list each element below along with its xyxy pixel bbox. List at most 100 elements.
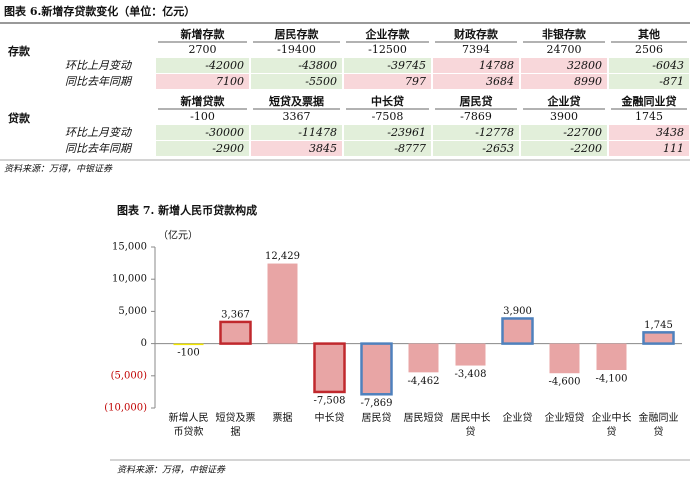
y-tick-label: (10,000) <box>104 403 147 414</box>
value-label: -7,869 <box>360 398 392 409</box>
cell-bg <box>344 74 431 89</box>
row-label: 环比上月变动 <box>65 126 133 139</box>
value-label: -7,508 <box>313 395 345 406</box>
cell: 2700 <box>189 43 217 56</box>
bar <box>360 342 393 396</box>
y-tick-label: 0 <box>141 338 147 349</box>
table-title: 图表 6.新增存贷款变化（单位：亿元） <box>4 4 195 18</box>
x-tick-label: 中长贷 <box>315 411 345 424</box>
value-label: -100 <box>177 348 199 359</box>
cell: 3684 <box>486 75 514 88</box>
label-line: 贷 <box>607 425 617 438</box>
cell-bg <box>609 74 689 89</box>
cell: -2900 <box>212 142 244 155</box>
cell: -100 <box>190 110 215 123</box>
bar <box>455 343 486 366</box>
cell: -7508 <box>372 110 404 123</box>
cell: -8777 <box>394 142 426 155</box>
cell-bg <box>521 125 607 140</box>
bar <box>313 342 346 394</box>
cell-bg <box>156 58 249 73</box>
cell-bg <box>251 58 342 73</box>
column-header: 中长贷 <box>371 94 404 108</box>
cell: -2200 <box>570 142 602 155</box>
label-line: 贷 <box>466 425 476 438</box>
label-line: 票据 <box>273 411 293 424</box>
x-tick-label: 企业贷 <box>503 411 533 424</box>
cell-bg <box>433 74 519 89</box>
chart-source: 资料来源：万得，中银证券 <box>117 465 226 476</box>
x-tick-label: 居民短贷 <box>404 411 444 424</box>
cell: -12778 <box>475 126 514 139</box>
value-label: 12,429 <box>265 251 300 262</box>
x-tick-label: 金融同业贷 <box>639 411 679 438</box>
cell: 8990 <box>574 75 602 88</box>
label-line: 企业中长 <box>592 411 632 424</box>
x-tick-label: 居民贷 <box>362 411 392 424</box>
y-tick-label: 10,000 <box>112 274 147 285</box>
cell-bg <box>344 125 431 140</box>
label-line: 企业短贷 <box>545 411 585 424</box>
section-label: 贷款 <box>8 111 31 125</box>
y-axis-label: （亿元） <box>158 229 198 242</box>
y-tick-label: 15,000 <box>112 242 147 253</box>
cell-bg <box>156 74 249 89</box>
label-line: 金融同业 <box>639 411 679 424</box>
cell-bg <box>251 141 342 156</box>
label-line: 币贷款 <box>174 425 204 438</box>
cell: -39745 <box>387 59 426 72</box>
cell-bg <box>433 141 519 156</box>
cell: -871 <box>659 75 684 88</box>
cell-bg <box>521 141 607 156</box>
cell: 2506 <box>635 43 663 56</box>
cell: 111 <box>663 142 684 155</box>
bar <box>549 343 580 374</box>
cell: -11478 <box>298 126 337 139</box>
bar <box>267 263 298 344</box>
cell: -30000 <box>205 126 244 139</box>
value-label: -3,408 <box>454 369 486 380</box>
column-header: 新增存款 <box>181 27 226 41</box>
value-label: 3,900 <box>503 306 532 317</box>
chart-title: 图表 7. 新增人民币贷款构成 <box>117 203 257 217</box>
label-line: 居民中长 <box>451 411 491 424</box>
cell: -43800 <box>298 59 337 72</box>
cell: 24700 <box>547 43 582 56</box>
cell-bg <box>433 125 519 140</box>
column-header: 财政存款 <box>453 27 499 41</box>
label-line: 贷 <box>654 425 664 438</box>
x-tick-label: 企业中长贷 <box>592 411 632 438</box>
column-header: 金融同业贷 <box>621 94 677 108</box>
cell: 3438 <box>656 126 684 139</box>
column-header: 居民存款 <box>275 27 320 41</box>
label-line: 短贷及票 <box>216 411 256 424</box>
cell-bg <box>609 141 689 156</box>
cell: 32800 <box>567 59 602 72</box>
cell: 1745 <box>635 110 663 123</box>
label-line: 中长贷 <box>315 411 345 424</box>
cell: 3845 <box>309 142 337 155</box>
column-header: 企业存款 <box>365 27 411 41</box>
cell: -42000 <box>205 59 244 72</box>
y-tick-label: (5,000) <box>111 370 148 381</box>
column-header: 短贷及票据 <box>269 94 324 108</box>
bar <box>219 320 252 345</box>
cell-bg <box>251 74 342 89</box>
x-tick-label: 新增人民币贷款 <box>169 411 209 438</box>
column-header: 其他 <box>638 27 660 41</box>
section-label: 存款 <box>8 44 31 58</box>
cell-bg <box>433 58 519 73</box>
cell: -23961 <box>387 126 426 139</box>
column-header: 新增贷款 <box>181 94 226 108</box>
value-label: -4,600 <box>548 377 580 388</box>
cell-bg <box>609 58 689 73</box>
x-tick-label: 票据 <box>273 411 293 424</box>
cell: 7100 <box>216 75 244 88</box>
cell-bg <box>609 125 689 140</box>
label-line: 企业贷 <box>503 411 533 424</box>
value-label: -4,462 <box>407 376 439 387</box>
cell: -7869 <box>460 110 492 123</box>
label-line: 居民贷 <box>362 411 392 424</box>
label-line: 据 <box>231 425 241 438</box>
